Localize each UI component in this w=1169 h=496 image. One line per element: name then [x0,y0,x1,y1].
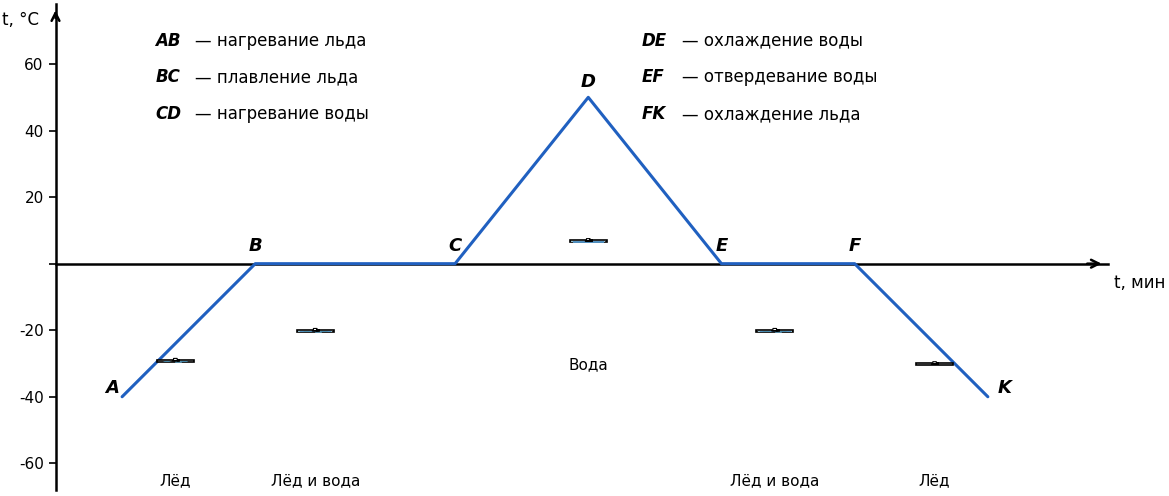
Bar [758,331,791,332]
FancyBboxPatch shape [157,360,194,362]
Text: FK: FK [642,105,666,123]
Text: Вода: Вода [568,357,608,372]
FancyBboxPatch shape [756,330,793,332]
Text: — отвердевание воды: — отвердевание воды [682,68,877,86]
Text: D: D [581,73,596,91]
FancyBboxPatch shape [773,328,776,331]
Bar [572,241,606,242]
Text: A: A [105,379,119,397]
Text: — охлаждение льда: — охлаждение льда [682,105,860,123]
FancyBboxPatch shape [916,364,953,365]
FancyBboxPatch shape [587,239,590,241]
Text: K: K [998,379,1012,397]
Text: DE: DE [642,32,666,50]
Text: EF: EF [642,68,664,86]
Text: E: E [715,238,727,255]
Text: — нагревание льда: — нагревание льда [195,32,367,50]
FancyBboxPatch shape [570,241,607,242]
Text: F: F [849,238,860,255]
Text: Лёд: Лёд [160,473,191,488]
Bar [298,331,332,332]
Text: Лёд и вода: Лёд и вода [270,473,360,488]
Text: t, мин: t, мин [1114,274,1165,292]
Text: Лёд и вода: Лёд и вода [731,473,819,488]
FancyBboxPatch shape [933,362,936,364]
Text: Лёд: Лёд [919,473,950,488]
FancyBboxPatch shape [313,328,317,331]
Text: BC: BC [155,68,180,86]
Text: AB: AB [155,32,181,50]
Text: CD: CD [155,105,181,123]
Text: — охлаждение воды: — охлаждение воды [682,32,863,50]
Text: B: B [249,238,262,255]
Text: t, °C: t, °C [2,11,39,29]
Text: C: C [449,238,462,255]
FancyBboxPatch shape [173,359,178,361]
Text: — нагревание воды: — нагревание воды [195,105,369,123]
FancyBboxPatch shape [297,330,333,332]
Text: — плавление льда: — плавление льда [195,68,359,86]
